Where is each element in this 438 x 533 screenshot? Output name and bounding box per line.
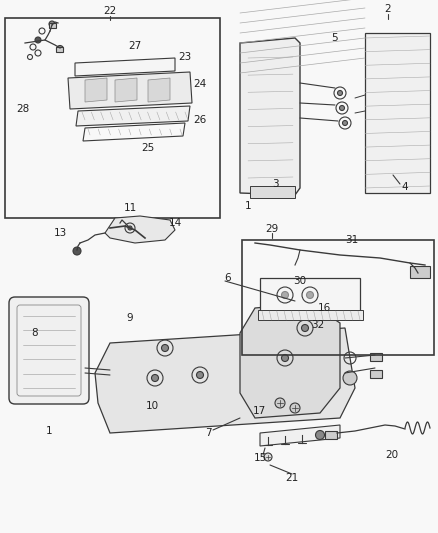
Circle shape (49, 21, 55, 27)
Circle shape (343, 120, 347, 125)
Text: 7: 7 (205, 428, 211, 438)
Text: 4: 4 (402, 182, 408, 192)
Circle shape (343, 371, 357, 385)
Circle shape (290, 403, 300, 413)
Polygon shape (260, 425, 340, 446)
Text: 20: 20 (385, 450, 399, 460)
Polygon shape (240, 303, 340, 418)
Polygon shape (75, 58, 175, 76)
Circle shape (264, 453, 272, 461)
Text: 1: 1 (46, 426, 52, 436)
Polygon shape (95, 328, 355, 433)
Text: 30: 30 (293, 276, 307, 286)
Text: 26: 26 (193, 115, 207, 125)
Text: 13: 13 (53, 228, 67, 238)
Text: 8: 8 (32, 328, 38, 338)
Circle shape (197, 372, 204, 378)
Bar (56, 47, 63, 52)
Bar (260, 278, 360, 313)
Bar (49, 23, 56, 28)
Text: 2: 2 (385, 4, 391, 14)
Circle shape (282, 354, 289, 361)
Bar (5, 18, 220, 218)
Circle shape (338, 91, 343, 95)
Circle shape (275, 398, 285, 408)
Text: 28: 28 (16, 104, 30, 114)
Circle shape (339, 106, 345, 110)
Text: 9: 9 (127, 313, 133, 323)
Circle shape (162, 344, 169, 351)
Polygon shape (148, 78, 170, 102)
Bar (370, 353, 382, 361)
Text: 16: 16 (318, 303, 331, 313)
Text: 29: 29 (265, 224, 279, 234)
Bar (325, 431, 337, 439)
Polygon shape (76, 106, 190, 126)
Bar (365, 33, 430, 193)
Circle shape (128, 226, 132, 230)
Circle shape (57, 45, 64, 52)
Circle shape (152, 375, 159, 382)
Polygon shape (68, 72, 192, 109)
Circle shape (307, 292, 314, 298)
Text: 17: 17 (252, 406, 265, 416)
Polygon shape (115, 78, 137, 102)
Text: 25: 25 (141, 143, 155, 153)
Circle shape (73, 247, 81, 255)
Polygon shape (105, 216, 175, 243)
Text: 21: 21 (286, 473, 299, 483)
Circle shape (301, 325, 308, 332)
Text: 1: 1 (245, 201, 251, 211)
Polygon shape (240, 38, 300, 195)
Text: 27: 27 (128, 41, 141, 51)
Text: 23: 23 (178, 52, 192, 62)
Bar (250, 186, 295, 198)
Text: 24: 24 (193, 79, 207, 89)
Text: 10: 10 (145, 401, 159, 411)
Bar (370, 370, 382, 378)
Text: 31: 31 (346, 235, 359, 245)
Text: 14: 14 (168, 218, 182, 228)
Bar (410, 266, 430, 278)
Polygon shape (85, 78, 107, 102)
Text: 3: 3 (272, 179, 278, 189)
Text: 32: 32 (311, 320, 325, 330)
Text: 5: 5 (332, 33, 338, 43)
Bar (258, 310, 363, 320)
Circle shape (315, 431, 325, 440)
Text: 22: 22 (103, 6, 117, 16)
Bar (242, 240, 434, 355)
Circle shape (282, 292, 289, 298)
Circle shape (35, 37, 41, 43)
Text: 15: 15 (253, 453, 267, 463)
FancyBboxPatch shape (9, 297, 89, 404)
Polygon shape (83, 123, 185, 141)
Text: 11: 11 (124, 203, 137, 213)
Text: 6: 6 (225, 273, 231, 283)
